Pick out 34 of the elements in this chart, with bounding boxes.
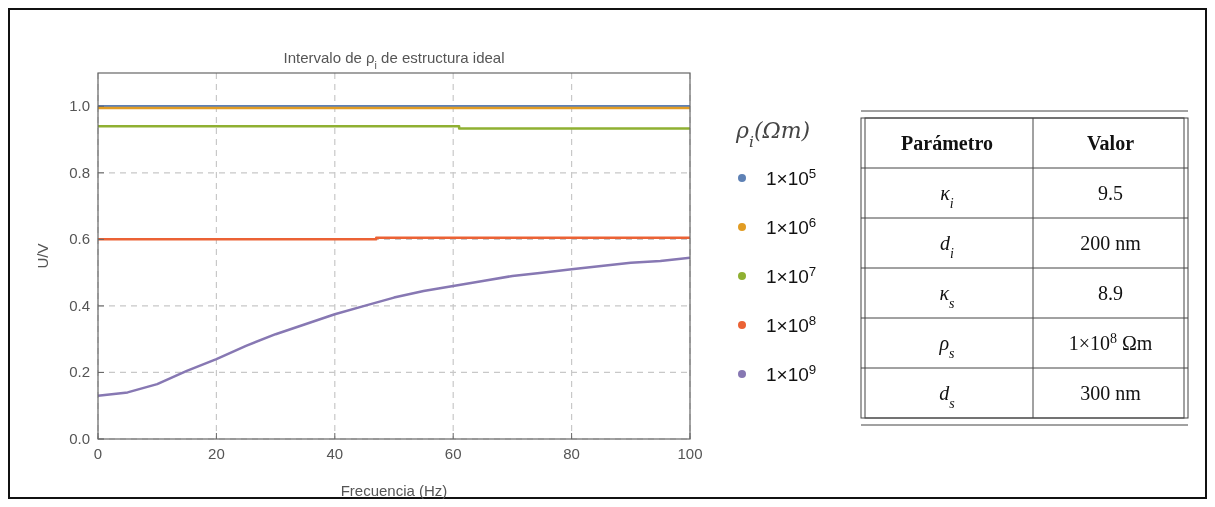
text: κ$_{s}$ bbox=[939, 282, 956, 311]
y-tick-label: 0.6 bbox=[69, 230, 90, 248]
x-tick-label: 60 bbox=[444, 445, 462, 462]
text: 300 nm bbox=[1080, 382, 1142, 404]
x-tick-label: 0 bbox=[93, 445, 103, 462]
x-tick-label: 80 bbox=[563, 445, 580, 462]
legend-label: 1×10$^{7}$ bbox=[766, 263, 817, 287]
text: 200 nm bbox=[1080, 232, 1142, 254]
y-tick-label: 1.0 bbox=[69, 97, 90, 115]
text: 9.5 bbox=[1098, 182, 1123, 204]
x-tick-label: 40 bbox=[326, 445, 344, 462]
text: 1×10$^{8}$ Ωm bbox=[1068, 330, 1153, 354]
text: κ$_{i}$ bbox=[940, 182, 954, 211]
text: Valor bbox=[1086, 132, 1135, 154]
text: d$_{i}$ bbox=[940, 232, 955, 261]
x-tick-label: 20 bbox=[208, 445, 225, 462]
line-series bbox=[96, 256, 692, 397]
legend-label: 1×10$^{9}$ bbox=[766, 361, 817, 385]
x-axis-title: Frecuencia (Hz) bbox=[340, 482, 448, 499]
legend-label: 1×10$^{5}$ bbox=[766, 165, 817, 189]
legend-title: ρ$_{i}$(Ωm) bbox=[735, 118, 811, 151]
text: Parámetro bbox=[901, 132, 993, 154]
legend-label: 1×10$^{8}$ bbox=[766, 312, 817, 336]
text: ρ$_{s}$ bbox=[938, 332, 956, 361]
y-tick-label: 0.0 bbox=[69, 430, 90, 447]
y-axis-title: U/V bbox=[34, 243, 51, 269]
y-tick-label: 0.2 bbox=[69, 363, 90, 381]
text: 8.9 bbox=[1098, 282, 1123, 304]
legend-label: 1×10$^{6}$ bbox=[766, 214, 817, 238]
y-tick-label: 0.8 bbox=[69, 163, 90, 181]
chart-title: Intervalo de ρ$_{i}$ de estructura ideal bbox=[283, 49, 505, 71]
text: d$_{s}$ bbox=[939, 382, 956, 411]
x-tick-label: 100 bbox=[677, 445, 703, 462]
y-tick-label: 0.4 bbox=[69, 296, 90, 314]
